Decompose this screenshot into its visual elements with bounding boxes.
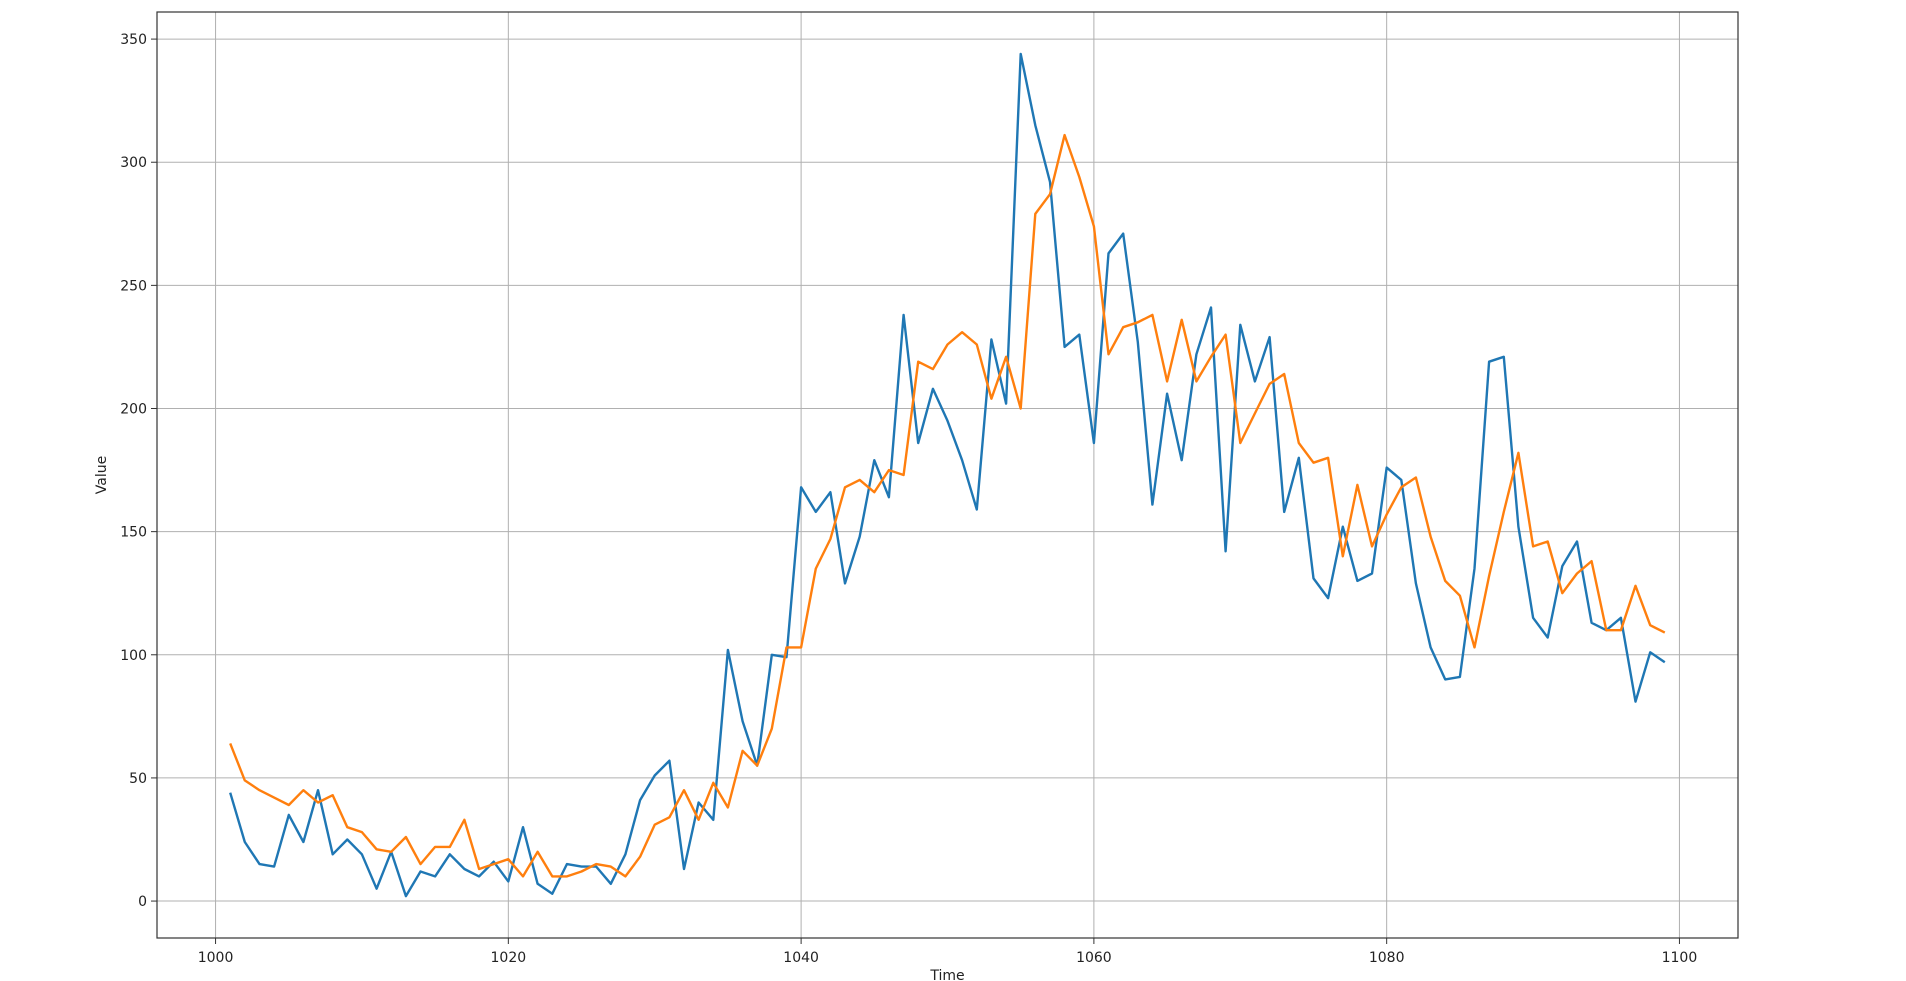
series-line-1 (229, 52, 1666, 898)
y-tick-label: 250 (120, 278, 147, 294)
y-tick-label: 150 (120, 525, 147, 541)
plot-frame (156, 11, 1739, 939)
y-tick-label: 350 (120, 32, 147, 48)
x-tick-label: 1040 (783, 950, 819, 966)
series-layer (229, 52, 1666, 898)
ticks: 1000 1020 1040 1060 1080 1100 0 50 100 150 200 250 3… (120, 32, 1697, 966)
y-tick-label: 200 (120, 402, 147, 418)
series-line-2 (229, 133, 1666, 878)
y-tick-label: 100 (120, 648, 147, 664)
x-tick-label: 1000 (198, 950, 234, 966)
x-tick-label: 1060 (1076, 950, 1112, 966)
x-tick-label: 1080 (1369, 950, 1405, 966)
x-axis-label: Time (929, 968, 964, 981)
grid (157, 12, 1738, 938)
y-tick-label: 50 (129, 771, 147, 787)
x-tick-label: 1020 (491, 950, 527, 966)
x-tick-label: 1100 (1662, 950, 1698, 966)
y-tick-label: 0 (138, 894, 147, 910)
y-axis-label: Value (94, 456, 110, 494)
y-tick-label: 300 (120, 155, 147, 171)
